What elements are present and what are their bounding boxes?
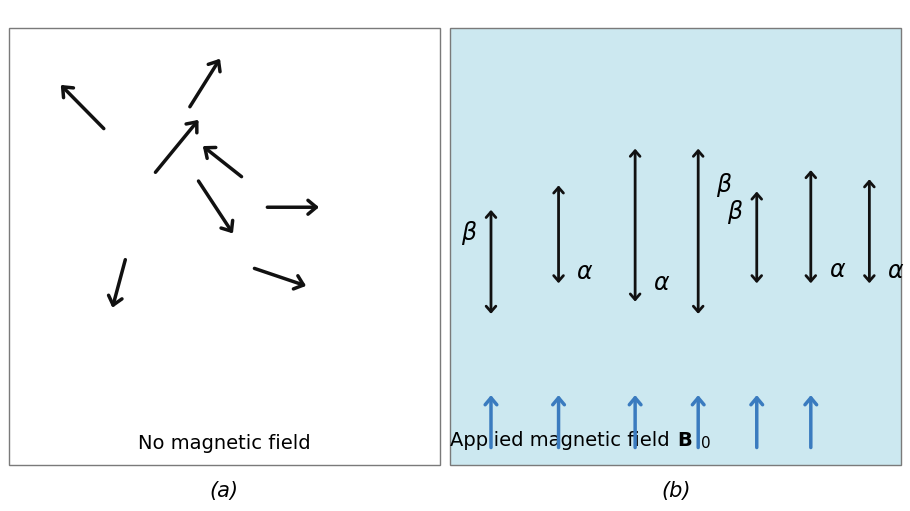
Text: No magnetic field: No magnetic field [138, 434, 310, 453]
Text: $\mathbf{B}$: $\mathbf{B}$ [677, 431, 693, 451]
Text: α: α [829, 258, 844, 282]
Text: α: α [653, 271, 669, 295]
Text: α: α [887, 259, 904, 283]
Text: α: α [577, 260, 592, 284]
Text: β: β [716, 173, 732, 197]
Text: β: β [461, 221, 477, 245]
Text: β: β [727, 200, 743, 224]
Bar [450, 28, 901, 465]
Bar [9, 28, 440, 465]
Text: (a): (a) [210, 480, 238, 501]
Text: (b): (b) [661, 480, 691, 501]
Text: Applied magnetic field: Applied magnetic field [450, 431, 675, 451]
Text: 0: 0 [701, 436, 711, 451]
